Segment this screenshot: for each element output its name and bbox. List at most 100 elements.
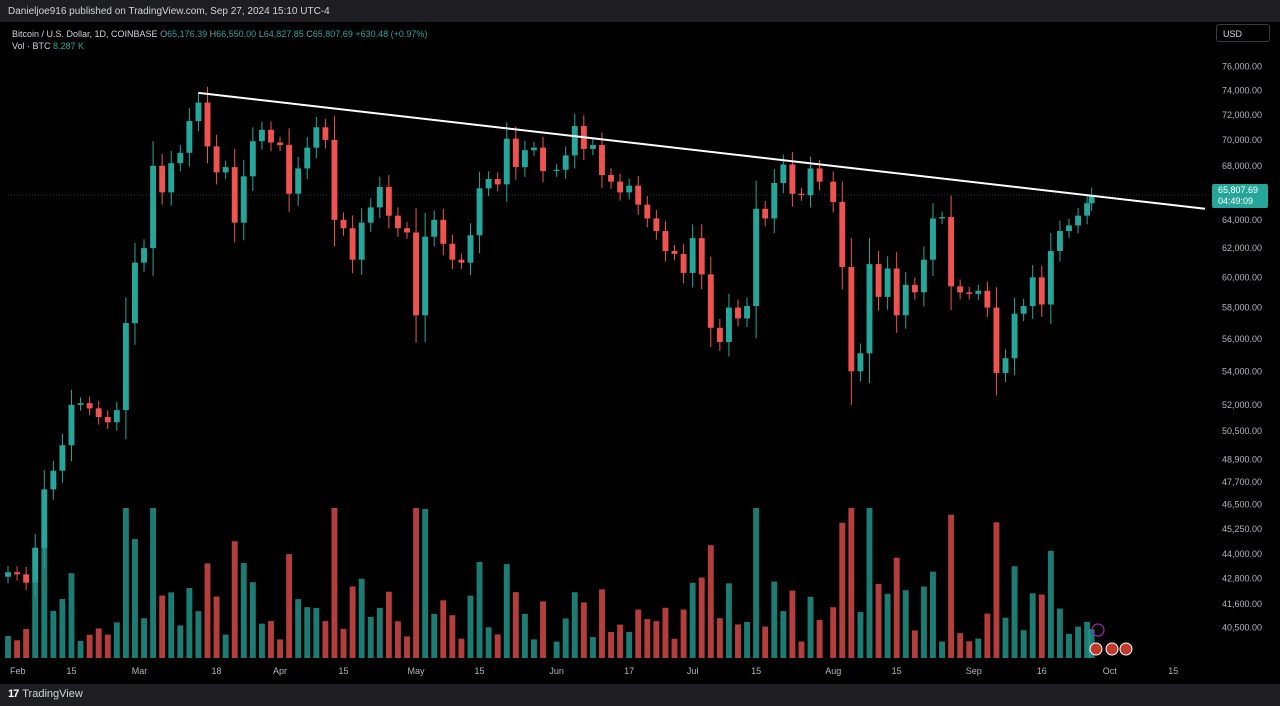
volume-bar <box>358 578 365 658</box>
volume-bar <box>231 541 238 658</box>
volume-bar <box>920 586 927 658</box>
candle-body <box>449 243 456 260</box>
volume-bar <box>431 614 438 658</box>
candle-body <box>286 145 293 194</box>
volume-bar <box>698 577 705 658</box>
y-tick-label: 62,000.00 <box>1222 243 1262 253</box>
currency-button[interactable]: USD <box>1216 24 1270 42</box>
x-tick-label: 15 <box>339 666 349 676</box>
candle-body <box>367 207 374 223</box>
candle-body <box>531 147 537 151</box>
candle-body <box>485 179 492 189</box>
volume-bar <box>467 595 474 658</box>
volume-bar <box>476 561 483 658</box>
volume-bar <box>608 632 614 658</box>
volume-bar <box>104 634 111 658</box>
candle-body <box>358 222 365 260</box>
volume-bar <box>413 508 420 658</box>
volume-bar <box>141 618 147 658</box>
volume-bar <box>830 607 837 658</box>
volume-bar <box>268 621 274 658</box>
volume-bar <box>521 613 528 658</box>
candle-body <box>32 547 39 583</box>
volume-bar <box>689 582 696 658</box>
last-price-value: 65,807.69 <box>1218 185 1259 195</box>
volume-bar <box>240 563 247 658</box>
volume-bar <box>159 595 166 658</box>
volume-bar <box>580 602 587 658</box>
candle-body <box>1020 306 1027 314</box>
volume-bar <box>644 619 651 658</box>
y-tick-label: 68,000.00 <box>1222 161 1262 171</box>
chart-frame[interactable] <box>0 22 1280 684</box>
low-label: L <box>258 29 264 39</box>
resistance-trendline <box>198 91 1206 210</box>
candle-body <box>186 121 193 153</box>
candle-body <box>902 284 909 316</box>
candle-body <box>50 470 57 490</box>
volume-bar <box>589 637 596 658</box>
candle-body <box>798 193 805 196</box>
candle-body <box>725 307 732 343</box>
x-tick-label: Oct <box>1103 666 1118 676</box>
low-value: 64,827.85 <box>263 29 304 39</box>
candle-body <box>422 236 429 316</box>
candle-body <box>77 403 84 405</box>
candle-body <box>975 290 982 294</box>
volume-bar <box>562 618 569 658</box>
x-tick-label: 18 <box>212 666 222 676</box>
volume-bar <box>884 593 891 658</box>
candle-body <box>222 167 229 173</box>
high-label: H <box>209 29 217 39</box>
candle-body <box>122 323 129 411</box>
lightning-icon <box>1091 623 1105 637</box>
candle-body <box>626 185 633 193</box>
y-tick-label: 74,000.00 <box>1222 85 1262 95</box>
volume-label[interactable]: Vol · BTC <box>12 41 51 51</box>
symbol-label[interactable]: Bitcoin / U.S. Dollar, 1D, COINBASE <box>12 29 158 39</box>
candle-body <box>948 217 955 287</box>
candle-body <box>930 218 936 260</box>
x-tick-label: Apr <box>273 666 287 676</box>
volume-bar <box>762 626 769 658</box>
candle-body <box>476 188 483 236</box>
y-tick-label: 70,000.00 <box>1222 135 1262 145</box>
volume-bar <box>753 508 760 658</box>
volume-bar <box>798 641 805 658</box>
candle-body <box>893 268 900 316</box>
x-tick-label: Feb <box>10 666 26 676</box>
candle-body <box>884 268 891 297</box>
volume-bar <box>150 508 157 658</box>
volume-bar <box>449 615 456 658</box>
y-tick-label: 64,000.00 <box>1222 215 1262 225</box>
candle-body <box>240 176 247 223</box>
candle-body <box>177 152 184 164</box>
volume-bar <box>1088 629 1095 658</box>
candle-body <box>689 238 696 273</box>
volume-bar <box>286 554 293 658</box>
candle-body <box>249 141 256 177</box>
candle-body <box>939 217 945 219</box>
candle-body <box>1029 277 1036 307</box>
candle-body <box>716 327 723 343</box>
volume-bar <box>653 621 660 658</box>
volume-bar <box>385 591 392 658</box>
x-tick-label: 16 <box>1037 666 1047 676</box>
event-flag-icon <box>1119 642 1133 656</box>
volume-bar <box>531 639 537 658</box>
y-tick-label: 48,900.00 <box>1222 455 1262 465</box>
x-tick-label: Jul <box>687 666 699 676</box>
volume-bar <box>553 641 560 658</box>
volume-bar <box>122 508 129 658</box>
tradingview-brand[interactable]: 17 TradingView <box>8 688 83 700</box>
volume-bar <box>23 628 30 658</box>
volume-bar <box>503 564 510 658</box>
candle-body <box>698 238 705 275</box>
volume-bar <box>1084 621 1091 658</box>
volume-bar <box>617 624 624 658</box>
volume-bar <box>213 596 220 658</box>
x-tick-label: 15 <box>475 666 485 676</box>
volume-bar <box>780 611 787 658</box>
volume-bar <box>975 638 982 658</box>
